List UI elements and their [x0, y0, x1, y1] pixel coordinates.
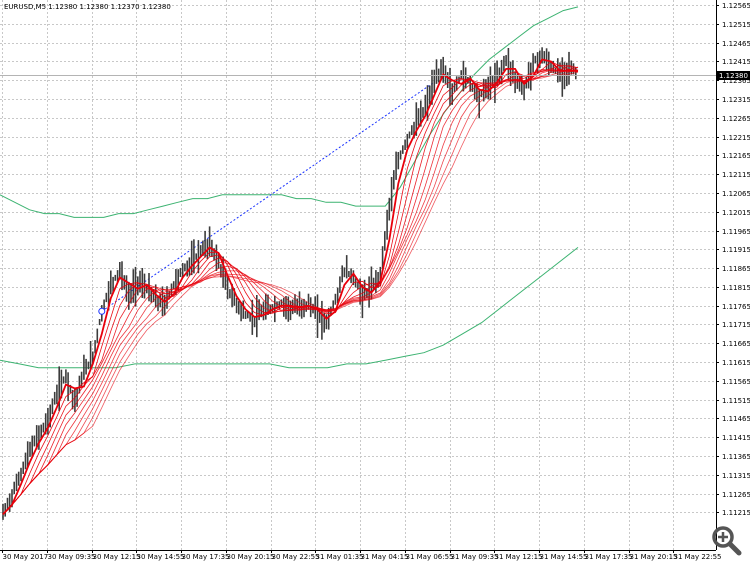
grid	[0, 0, 716, 550]
y-tick-label: 1.11265	[722, 491, 750, 499]
x-tick-label: 30 May 09:35	[48, 553, 96, 561]
x-tick-label: 31 May 09:35	[451, 553, 499, 561]
x-tick-label: 30 May 14:55	[137, 553, 185, 561]
ma-line	[2, 69, 579, 515]
y-tick-label: 1.11415	[722, 434, 750, 442]
x-tick-label: 30 May 2017	[3, 553, 49, 561]
y-tick-label: 1.12415	[722, 58, 750, 66]
envelope-lower	[0, 247, 579, 369]
trend-anchor-point	[98, 307, 106, 315]
y-tick-label: 1.12115	[722, 171, 750, 179]
x-tick-label: 31 May 14:55	[540, 553, 588, 561]
y-tick-label: 1.12215	[722, 134, 750, 142]
x-tick-label: 30 May 22:55	[272, 553, 320, 561]
x-tick-label: 31 May 22:55	[674, 553, 722, 561]
x-tick-label: 30 May 12:15	[93, 553, 141, 561]
y-tick-label: 1.12165	[722, 152, 750, 160]
y-axis: 1.125651.125151.124651.124151.123651.123…	[716, 2, 750, 517]
y-tick-label: 1.11665	[722, 340, 750, 348]
y-tick-label: 1.12565	[722, 2, 750, 10]
y-tick-label: 1.11365	[722, 453, 750, 461]
current-price-tag	[717, 71, 750, 80]
chart-title: EURUSD,M5 1.12380 1.12380 1.12370 1.1238…	[4, 3, 171, 11]
y-tick-label: 1.11615	[722, 359, 750, 367]
trend-line-segment	[101, 81, 435, 312]
trend-line	[101, 81, 435, 312]
ma-line	[2, 68, 579, 515]
y-tick-label: 1.11765	[722, 303, 750, 311]
y-tick-label: 1.11815	[722, 284, 750, 292]
ma-line	[2, 71, 579, 515]
ma-line	[2, 64, 579, 515]
y-tick-label: 1.12515	[722, 21, 750, 29]
y-tick-label: 1.11865	[722, 265, 750, 273]
y-tick-label: 1.11565	[722, 378, 750, 386]
ma-line	[2, 69, 579, 515]
ma-ribbon	[2, 58, 579, 515]
ma-line	[2, 66, 579, 515]
ma-line	[2, 58, 578, 515]
ma-line	[2, 70, 579, 515]
x-tick-label: 30 May 17:35	[182, 553, 230, 561]
y-tick-label: 1.12365	[722, 77, 750, 85]
magnify-icon[interactable]	[706, 522, 746, 558]
y-tick-label: 1.11915	[722, 246, 750, 254]
y-tick-label: 1.12265	[722, 115, 750, 123]
y-tick-label: 1.11315	[722, 472, 750, 480]
y-tick-label: 1.12015	[722, 209, 750, 217]
x-tick-label: 31 May 20:15	[630, 553, 678, 561]
x-tick-label: 30 May 20:15	[227, 553, 275, 561]
envelope-upper	[0, 6, 579, 218]
ma-line	[2, 61, 579, 515]
x-tick-label: 31 May 06:55	[406, 553, 454, 561]
y-tick-label: 1.11965	[722, 228, 750, 236]
x-tick-label: 31 May 04:15	[361, 553, 409, 561]
x-tick-label: 31 May 01:35	[316, 553, 364, 561]
current-price-label: 1.12380	[719, 72, 748, 80]
ma-line	[2, 65, 579, 515]
envelope-bands	[0, 6, 579, 369]
y-tick-label: 1.11215	[722, 509, 750, 517]
y-tick-label: 1.12065	[722, 190, 750, 198]
y-tick-label: 1.11715	[722, 321, 750, 329]
start-marker	[98, 307, 106, 315]
y-tick-label: 1.12315	[722, 96, 750, 104]
x-tick-label: 31 May 17:35	[585, 553, 633, 561]
y-tick-label: 1.11465	[722, 415, 750, 423]
y-tick-label: 1.12465	[722, 40, 750, 48]
x-tick-label: 31 May 12:15	[495, 553, 543, 561]
y-tick-label: 1.11515	[722, 397, 750, 405]
